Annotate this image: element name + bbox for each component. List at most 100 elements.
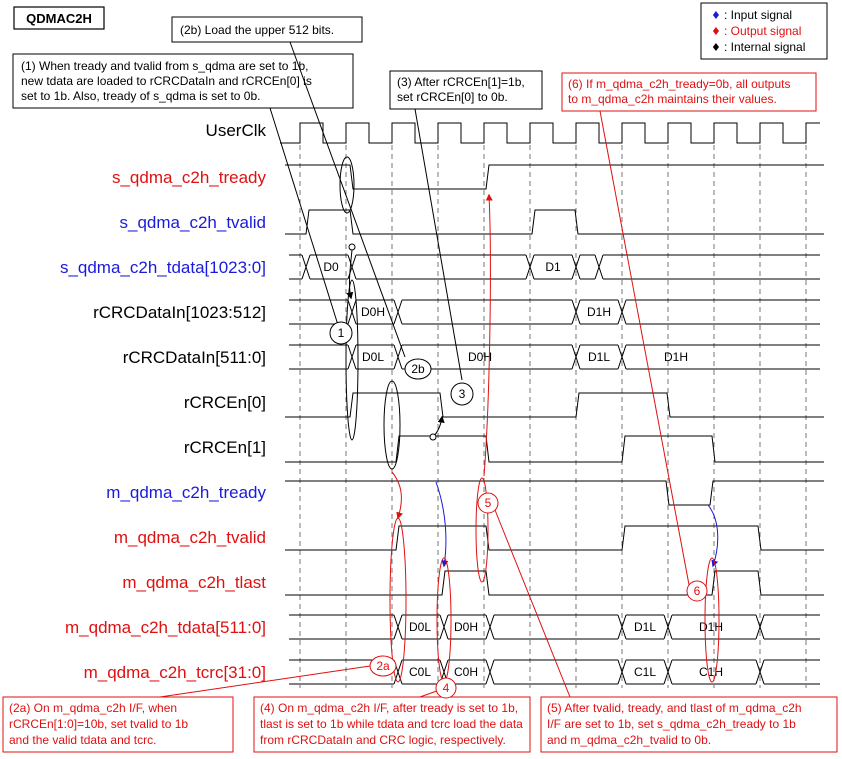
note-2b-line-0: (2b) Load the upper 512 bits. [180,23,334,37]
signal-name: m_qdma_c2h_tdata[511:0] [65,618,266,637]
note-3-line-1: set rCRCEn[0] to 0b. [397,90,508,104]
marker-6: 6 [686,580,708,602]
note-1: (1) When tready and tvalid from s_qdma a… [12,53,354,109]
crc-lo-value: D1H [664,350,688,364]
crc-hi-value: D1H [587,305,611,319]
svg-text:2b: 2b [411,362,425,376]
note-6-line-0: (6) If m_qdma_c2h_tready=0b, all outputs [568,77,790,91]
diagram-title: QDMAC2H [26,11,92,26]
note-4-line-1: tlast is set to 1b while tdata and tcrc … [260,717,523,731]
s-tdata-value: D0 [323,260,339,274]
title-box: QDMAC2H [13,6,105,30]
black-annotations [269,41,463,470]
m-tcrc-value: C1H [699,665,723,679]
m-tdata-bus [289,614,820,640]
legend-marker-internal: ♦ [711,41,721,54]
note-4: (4) On m_qdma_c2h I/F, after tready is s… [253,696,531,753]
note-1-line-1: new tdata are loaded to rCRCDataIn and r… [21,74,312,88]
signal-name: m_qdma_c2h_tlast [122,573,266,592]
legend-label-output: : Output signal [724,24,801,38]
m-tready-wave [285,480,824,506]
m-tcrc-value: C0H [454,665,478,679]
m-tlast-wave [285,570,824,596]
rcrcen1-wave [285,435,824,463]
leader-note2a [159,665,371,698]
note-1-line-0: (1) When tready and tvalid from s_qdma a… [21,59,308,73]
userclk-wave [280,122,820,144]
note-3: (3) After rCRCEn[1]=1b, set rCRCEn[0] to… [389,70,543,110]
crc-lo-value: D0H [468,350,492,364]
note-6: (6) If m_qdma_c2h_tready=0b, all outputs… [561,72,817,112]
svg-text:rCRCEn[1:0]=10b, set tvalid to: rCRCEn[1:0]=10b, set tvalid to 1b [9,717,188,731]
svg-text:(2b) Load the upper 512 bits.: (2b) Load the upper 512 bits. [180,23,334,37]
s-tvalid-wave [285,209,824,235]
marker-5: 5 [477,492,499,514]
signal-name: rCRCEn[0] [184,393,266,412]
signal-name: m_qdma_c2h_tvalid [114,528,266,547]
note-2a: (2a) On m_qdma_c2h I/F, when rCRCEn[1:0]… [2,696,234,753]
waveforms [280,122,824,596]
m-tcrc-bus [289,659,820,685]
m-tdata-value: D0H [454,620,478,634]
svg-text:and the valid tdata and tcrc.: and the valid tdata and tcrc. [9,733,156,747]
legend: ♦ : Input signal ♦ : Output signal ♦ : I… [700,2,828,60]
s-tdata-value: D1 [545,260,561,274]
note-3-line-0: (3) After rCRCEn[1]=1b, [397,75,525,89]
signal-name: m_qdma_c2h_tready [106,483,266,502]
leader-note1 [269,107,339,326]
crc-hi-value: D0H [361,305,385,319]
leader-note6 [599,110,691,591]
svg-text:(6) If m_qdma_c2h_tready=0b, a: (6) If m_qdma_c2h_tready=0b, all outputs [568,77,790,91]
event-ellipse-6 [704,557,720,683]
crc-hi-bus [289,299,820,325]
note-5-line-1: I/F are set to 1b, set s_qdma_c2h_tready… [547,717,796,731]
leader-note2b [289,41,406,358]
marker-4: 4 [435,677,457,699]
arrow-tready-tdata [346,249,354,300]
svg-text:1: 1 [338,326,345,340]
leader-note3 [414,108,463,381]
marker-2b: 2b [404,358,432,380]
svg-text:tlast is set to 1b while tdata: tlast is set to 1b while tdata and tcrc … [260,717,523,731]
signal-name: s_qdma_c2h_tdata[1023:0] [60,258,266,277]
signal-name: s_qdma_c2h_tready [112,168,267,187]
svg-text:6: 6 [694,584,701,598]
note-2a-line-2: and the valid tdata and tcrc. [9,733,156,747]
event-ellipse-1b [345,279,359,441]
legend-marker-output: ♦ [711,25,721,38]
signal-name: rCRCDataIn[511:0] [123,348,266,367]
svg-text:4: 4 [443,681,450,695]
arrow-tready-to-tlast [435,481,449,568]
note-4-line-2: from rCRCDataIn and CRC logic, respectiv… [260,733,506,747]
svg-text:(1) When tready and tvalid fro: (1) When tready and tvalid from s_qdma a… [21,59,308,73]
markers: 1 2b 3 5 6 2a 4 [329,321,708,699]
signal-names: UserClk s_qdma_c2h_tready s_qdma_c2h_tvali… [60,121,267,682]
s-tdata-bus [289,254,820,280]
signal-name: rCRCDataIn[1023:512] [93,303,266,322]
note-4-line-0: (4) On m_qdma_c2h I/F, after tready is s… [260,701,518,715]
note-2a-line-0: (2a) On m_qdma_c2h I/F, when [9,701,177,715]
svg-text:2a: 2a [376,659,390,673]
signal-name: m_qdma_c2h_tcrc[31:0] [84,663,266,682]
marker-2a: 2a [369,655,397,677]
svg-text:set rCRCEn[0] to 0b.: set rCRCEn[0] to 0b. [397,90,508,104]
marker-3: 3 [450,382,474,406]
legend-marker-input: ♦ [711,9,721,22]
s-tready-wave [285,164,824,190]
svg-text:3: 3 [459,387,466,401]
note-2a-line-1: rCRCEn[1:0]=10b, set tvalid to 1b [9,717,188,731]
svg-text:to m_qdma_c2h maintains their: to m_qdma_c2h maintains their values. [568,92,777,106]
event-ellipse-5 [475,477,489,583]
svg-text:and m_qdma_c2h_tvalid to 0b.: and m_qdma_c2h_tvalid to 0b. [547,733,711,747]
event-ellipse-2a [389,517,407,683]
signal-name: rCRCEn[1] [184,438,266,457]
m-tcrc-value: C1L [634,665,656,679]
note-6-line-1: to m_qdma_c2h maintains their values. [568,92,777,106]
svg-text:(4) On m_qdma_c2h I/F, after t: (4) On m_qdma_c2h I/F, after tready is s… [260,701,518,715]
note-1-line-2: set to 1b. Also, tready of s_qdma is set… [21,89,260,103]
legend-label-internal: : Internal signal [724,40,805,54]
signal-name: UserClk [206,121,267,140]
note-5: (5) After tvalid, tready, and tlast of m… [540,696,838,753]
